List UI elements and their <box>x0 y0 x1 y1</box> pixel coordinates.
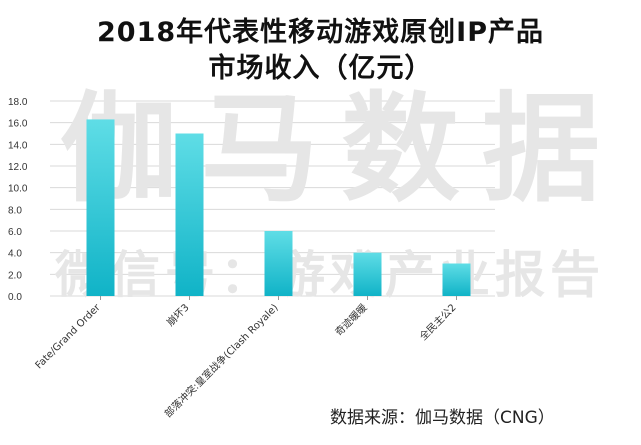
bar <box>353 252 382 296</box>
watermark-sub: 微信号：游戏产业报告 <box>54 246 600 304</box>
bar <box>175 133 204 296</box>
y-tick-label: 12.0 <box>8 162 28 173</box>
bar <box>86 119 115 297</box>
x-category-label: 崩坏3 <box>164 301 192 329</box>
y-tick-label: 14.0 <box>8 140 28 151</box>
data-source: 数据来源：伽马数据（CNG） <box>330 408 555 428</box>
x-category-label: Fate/Grand Order <box>34 302 104 372</box>
y-tick-label: 10.0 <box>8 184 28 195</box>
y-tick-label: 4.0 <box>8 249 22 260</box>
y-tick-label: 6.0 <box>8 227 22 238</box>
chart-title-line-1: 2018年代表性移动游戏原创IP产品 <box>97 17 544 48</box>
bar <box>264 231 293 296</box>
x-category-label: 全民主公2 <box>417 301 459 343</box>
y-tick-label: 16.0 <box>8 119 28 130</box>
y-tick-label: 0.0 <box>8 292 22 303</box>
y-tick-label: 2.0 <box>8 270 22 281</box>
bar <box>442 263 471 296</box>
y-tick-label: 8.0 <box>8 205 22 216</box>
y-tick-label: 18.0 <box>8 97 28 108</box>
chart-title-line-2: 市场收入（亿元） <box>208 53 433 84</box>
x-category-label: 奇迹暖暖 <box>332 301 369 338</box>
